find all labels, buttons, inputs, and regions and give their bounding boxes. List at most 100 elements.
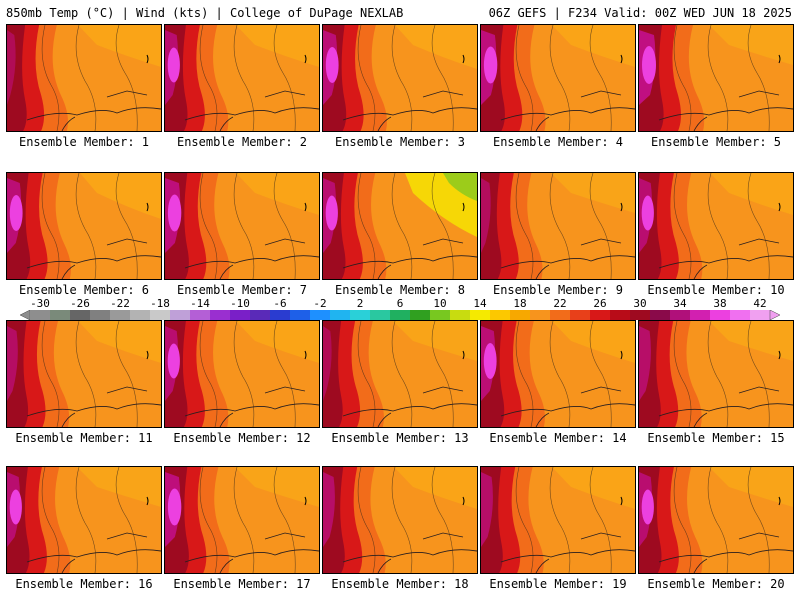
colorbar-tick-label: 38 <box>713 297 727 310</box>
temperature-map <box>639 173 793 279</box>
colorbar-swatch <box>610 310 631 320</box>
ensemble-map-panel <box>322 466 478 574</box>
colorbar-tick-labels: -30 -26 -22 -18 -14 -10 -6 -2 2 6 10 14 18 22 26 30 34 38… <box>10 298 790 310</box>
ensemble-map-panel <box>480 320 636 428</box>
colorbar-tick-label: -30 <box>30 297 50 310</box>
ensemble-map-panel <box>164 320 320 428</box>
ensemble-member-label: Ensemble Member: 14 <box>489 431 627 445</box>
ensemble-member-label: Ensemble Member: 1 <box>18 135 150 149</box>
colorbar-swatch <box>650 310 671 320</box>
temperature-map <box>481 173 635 279</box>
ensemble-member-label: Ensemble Member: 19 <box>489 577 627 591</box>
temperature-map <box>481 467 635 573</box>
temperature-map <box>323 467 477 573</box>
temperature-map <box>639 467 793 573</box>
colorbar-swatch <box>130 310 151 320</box>
ensemble-map-panel <box>164 466 320 574</box>
ensemble-member-label: Ensemble Member: 18 <box>331 577 469 591</box>
ensemble-member-label: Ensemble Member: 9 <box>492 283 624 297</box>
temperature-map <box>323 173 477 279</box>
colorbar-tick-label: 42 <box>753 297 767 310</box>
colorbar-swatch <box>290 310 311 320</box>
colorbar-tick-label: -14 <box>190 297 210 310</box>
colorbar-tick-label: 22 <box>553 297 567 310</box>
colorbar-swatch <box>690 310 711 320</box>
colorbar-tick-label: -6 <box>273 297 287 310</box>
temperature-map <box>323 25 477 131</box>
ensemble-member-label: Ensemble Member: 6 <box>18 283 150 297</box>
temperature-map <box>481 321 635 427</box>
ensemble-member-label: Ensemble Member: 11 <box>15 431 153 445</box>
temperature-map <box>165 25 319 131</box>
colorbar-swatch <box>350 310 371 320</box>
temperature-colorbar: -30 -26 -22 -18 -14 -10 -6 -2 2 6 10 14 18 22 26 30 34 38… <box>10 298 790 320</box>
ensemble-member-label: Ensemble Member: 7 <box>176 283 308 297</box>
colorbar-swatch <box>30 310 51 320</box>
colorbar-tick-label: 26 <box>593 297 607 310</box>
colorbar-swatch <box>190 310 211 320</box>
colorbar-swatch <box>410 310 431 320</box>
temperature-map <box>7 25 161 131</box>
temperature-map <box>165 173 319 279</box>
map-title: 850mb Temp (°C) | Wind (kts) | College o… <box>6 6 404 20</box>
colorbar-gradient <box>20 310 780 320</box>
colorbar-tick-label: 34 <box>673 297 687 310</box>
ensemble-map-panel <box>322 320 478 428</box>
colorbar-swatch <box>710 310 731 320</box>
colorbar-swatch <box>390 310 411 320</box>
colorbar-tick-label: 2 <box>356 297 364 310</box>
ensemble-member-label: Ensemble Member: 4 <box>492 135 624 149</box>
temperature-map <box>639 321 793 427</box>
colorbar-swatch <box>570 310 591 320</box>
ensemble-map-panel <box>164 24 320 132</box>
ensemble-map-panel <box>480 172 636 280</box>
ensemble-map-panel <box>480 466 636 574</box>
ensemble-map-panel <box>638 172 794 280</box>
colorbar-swatch <box>510 310 531 320</box>
colorbar-swatch <box>530 310 551 320</box>
ensemble-map-panel <box>480 24 636 132</box>
ensemble-member-label: Ensemble Member: 13 <box>331 431 469 445</box>
ensemble-member-label: Ensemble Member: 17 <box>173 577 311 591</box>
run-valid-time: 06Z GEFS | F234 Valid: 00Z WED JUN 18 20… <box>488 6 792 20</box>
colorbar-swatch <box>750 310 771 320</box>
colorbar-swatch <box>70 310 91 320</box>
colorbar-swatch <box>330 310 351 320</box>
temperature-map <box>7 173 161 279</box>
ensemble-map-panel <box>6 172 162 280</box>
colorbar-swatch <box>670 310 691 320</box>
colorbar-swatch <box>90 310 111 320</box>
ensemble-member-label: Ensemble Member: 5 <box>650 135 782 149</box>
colorbar-swatch <box>150 310 171 320</box>
colorbar-tick-label: -18 <box>150 297 170 310</box>
ensemble-member-label: Ensemble Member: 15 <box>647 431 785 445</box>
temperature-map <box>481 25 635 131</box>
ensemble-map-panel <box>638 320 794 428</box>
colorbar-tick-label: -10 <box>230 297 250 310</box>
ensemble-member-label: Ensemble Member: 10 <box>647 283 785 297</box>
colorbar-swatch <box>210 310 231 320</box>
colorbar-swatch <box>230 310 251 320</box>
colorbar-tick-label: -2 <box>313 297 327 310</box>
colorbar-swatch <box>170 310 191 320</box>
ensemble-map-panel <box>6 466 162 574</box>
colorbar-swatch <box>250 310 271 320</box>
colorbar-swatch <box>490 310 511 320</box>
ensemble-member-label: Ensemble Member: 16 <box>15 577 153 591</box>
colorbar-tick-label: -22 <box>110 297 130 310</box>
colorbar-tick-label: -26 <box>70 297 90 310</box>
ensemble-member-label: Ensemble Member: 8 <box>334 283 466 297</box>
ensemble-member-label: Ensemble Member: 3 <box>334 135 466 149</box>
colorbar-tick-label: 18 <box>513 297 527 310</box>
temperature-map <box>7 467 161 573</box>
colorbar-swatch <box>110 310 131 320</box>
colorbar-tick-label: 6 <box>396 297 404 310</box>
colorbar-swatch <box>50 310 71 320</box>
ensemble-member-label: Ensemble Member: 2 <box>176 135 308 149</box>
colorbar-tick-label: 30 <box>633 297 647 310</box>
colorbar-swatch <box>470 310 491 320</box>
ensemble-map-panel <box>164 172 320 280</box>
colorbar-swatch <box>550 310 571 320</box>
colorbar-swatch <box>370 310 391 320</box>
ensemble-map-panel <box>322 172 478 280</box>
